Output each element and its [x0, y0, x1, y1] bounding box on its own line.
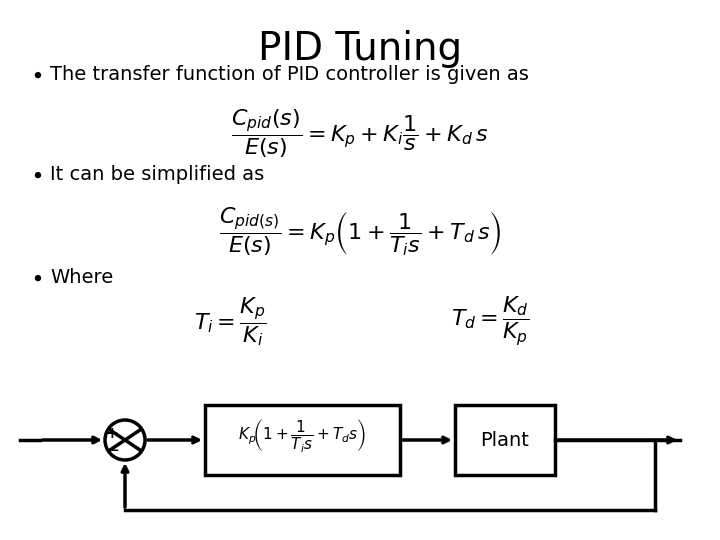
- Text: The transfer function of PID controller is given as: The transfer function of PID controller …: [50, 65, 529, 84]
- FancyBboxPatch shape: [205, 405, 400, 475]
- Text: $K_p\!\left(1+\dfrac{1}{T_i s}+T_d s\right)$: $K_p\!\left(1+\dfrac{1}{T_i s}+T_d s\rig…: [238, 416, 366, 454]
- Text: $\bullet$: $\bullet$: [30, 65, 42, 85]
- Text: $T_d = \dfrac{K_d}{K_p}$: $T_d = \dfrac{K_d}{K_p}$: [451, 295, 529, 348]
- Text: It can be simplified as: It can be simplified as: [50, 165, 264, 184]
- Text: Plant: Plant: [480, 430, 529, 449]
- Text: +: +: [106, 426, 118, 441]
- Text: $\bullet$: $\bullet$: [30, 165, 42, 185]
- FancyBboxPatch shape: [455, 405, 555, 475]
- Text: $-$: $-$: [104, 440, 120, 458]
- Text: $T_i = \dfrac{K_p}{K_i}$: $T_i = \dfrac{K_p}{K_i}$: [194, 295, 266, 348]
- Text: $\dfrac{C_{pid}(s)}{E(s)} = K_p + K_i\dfrac{1}{s} + K_d\, s$: $\dfrac{C_{pid}(s)}{E(s)} = K_p + K_i\df…: [231, 108, 489, 160]
- Text: $\bullet$: $\bullet$: [30, 268, 42, 288]
- Text: Where: Where: [50, 268, 113, 287]
- Text: $\dfrac{C_{pid(s)}}{E(s)} = K_p\left(1 + \dfrac{1}{T_i s} + T_d\, s\right)$: $\dfrac{C_{pid(s)}}{E(s)} = K_p\left(1 +…: [219, 205, 501, 258]
- Text: PID Tuning: PID Tuning: [258, 30, 462, 68]
